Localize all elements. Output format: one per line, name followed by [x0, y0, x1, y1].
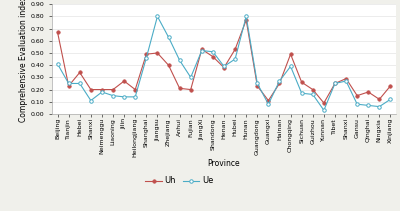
- Ue: [144, 57, 149, 59]
- Uh: [144, 53, 149, 55]
- Ue: [332, 82, 337, 85]
- Ue: [133, 96, 138, 98]
- Uh: [344, 77, 348, 80]
- Ue: [233, 58, 238, 60]
- Ue: [266, 103, 271, 106]
- Ue: [277, 80, 282, 82]
- Ue: [111, 94, 116, 97]
- Uh: [210, 55, 215, 58]
- Uh: [88, 88, 93, 91]
- Y-axis label: Comprehensive Evaluation index: Comprehensive Evaluation index: [19, 0, 28, 122]
- Ue: [200, 49, 204, 52]
- Uh: [66, 85, 71, 87]
- Ue: [77, 82, 82, 85]
- Ue: [288, 65, 293, 68]
- Ue: [100, 91, 104, 93]
- Ue: [177, 59, 182, 62]
- Ue: [377, 105, 382, 108]
- Legend: Uh, Ue: Uh, Ue: [142, 173, 216, 189]
- Uh: [200, 48, 204, 51]
- Uh: [266, 99, 271, 102]
- Ue: [255, 82, 260, 85]
- Uh: [255, 85, 260, 87]
- Uh: [55, 31, 60, 34]
- Uh: [244, 19, 248, 21]
- Ue: [244, 15, 248, 18]
- Ue: [188, 76, 193, 79]
- Ue: [55, 63, 60, 65]
- Uh: [100, 88, 104, 91]
- Ue: [355, 103, 360, 106]
- Uh: [188, 88, 193, 91]
- Ue: [210, 50, 215, 53]
- Ue: [88, 99, 93, 102]
- Uh: [166, 64, 171, 66]
- Uh: [310, 88, 315, 91]
- Uh: [288, 53, 293, 55]
- Uh: [277, 82, 282, 85]
- Line: Uh: Uh: [56, 18, 392, 105]
- Uh: [322, 102, 326, 104]
- Uh: [111, 88, 116, 91]
- Ue: [344, 80, 348, 82]
- Uh: [299, 81, 304, 84]
- Uh: [366, 91, 371, 93]
- Ue: [122, 96, 126, 98]
- Uh: [177, 87, 182, 90]
- Ue: [222, 65, 226, 68]
- Uh: [222, 66, 226, 69]
- Ue: [166, 36, 171, 38]
- Uh: [122, 80, 126, 82]
- Uh: [388, 85, 393, 87]
- Uh: [332, 82, 337, 85]
- Uh: [77, 71, 82, 74]
- X-axis label: Province: Province: [208, 159, 240, 168]
- Uh: [133, 88, 138, 91]
- Ue: [388, 98, 393, 101]
- Uh: [377, 98, 382, 101]
- Ue: [322, 109, 326, 112]
- Ue: [310, 93, 315, 96]
- Uh: [233, 48, 238, 51]
- Line: Ue: Ue: [56, 15, 392, 112]
- Ue: [299, 92, 304, 95]
- Ue: [366, 104, 371, 107]
- Ue: [155, 15, 160, 18]
- Uh: [155, 52, 160, 54]
- Ue: [66, 82, 71, 85]
- Uh: [355, 94, 360, 97]
